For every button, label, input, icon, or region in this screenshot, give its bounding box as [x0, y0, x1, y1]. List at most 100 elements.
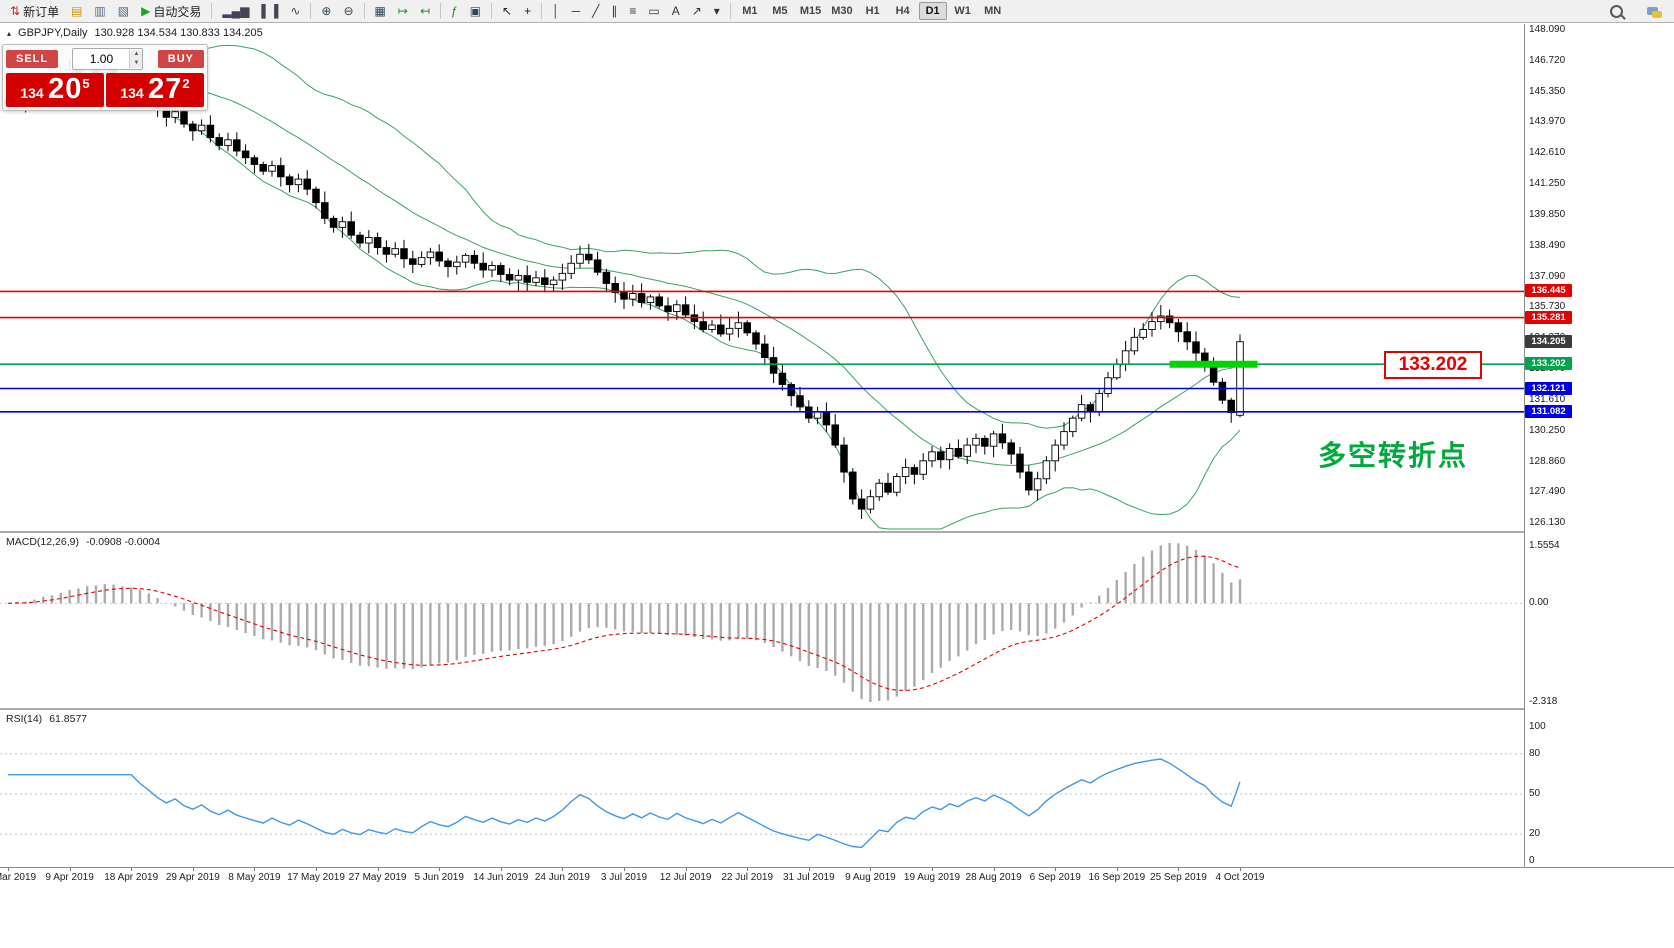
candlestick-chart[interactable] — [0, 24, 1524, 531]
toolbar-separator — [541, 3, 543, 19]
pane-splitter[interactable] — [0, 531, 1674, 533]
volume-box: ▲ ▼ — [72, 48, 144, 70]
volume-up-icon[interactable]: ▲ — [130, 50, 143, 59]
cursor-button[interactable]: ↖ — [497, 1, 517, 22]
channel-icon: ∥ — [611, 4, 618, 18]
zoom-out-button[interactable]: ⊖ — [338, 1, 358, 22]
macd-chart[interactable] — [0, 533, 1524, 708]
crosshair-button[interactable]: + — [519, 1, 536, 22]
indicators-icon: ƒ — [451, 4, 458, 18]
fibonacci-button[interactable]: ≡ — [624, 1, 641, 22]
candlestick-button[interactable]: ▌▐ — [256, 1, 283, 22]
horizontal-line-button[interactable]: ─ — [567, 1, 586, 22]
date-label: 17 May 2019 — [287, 872, 345, 883]
terminal-button[interactable]: ▧ — [113, 1, 134, 22]
search-button[interactable] — [1605, 1, 1628, 22]
volume-input[interactable] — [73, 51, 130, 67]
sell-price-button[interactable]: 134 205 — [6, 73, 104, 107]
arrows-button[interactable]: ↗ — [687, 1, 707, 22]
one-click-trading-panel: SELL ▲ ▼ BUY 134 205 134 272 — [2, 44, 208, 111]
scale-separator — [1524, 24, 1525, 885]
trendline-button[interactable]: ╱ — [587, 1, 604, 22]
date-axis[interactable]: 31 Mar 2019 9 Apr 2019 18 Apr 2019 29 Apr 2… — [0, 867, 1674, 887]
timeframe-m1-button[interactable]: M1 — [742, 5, 758, 17]
timeframe-m15-button[interactable]: M15 — [799, 5, 822, 17]
timeframe-w1-button[interactable]: W1 — [954, 5, 971, 17]
timeframe-m5-button[interactable]: M5 — [772, 5, 788, 17]
date-label: 25 Sep 2019 — [1150, 872, 1207, 883]
macd-name: MACD(12,26,9) — [6, 536, 79, 548]
toolbar-right-icons — [1604, 1, 1664, 22]
chart-shift-button[interactable]: ↤ — [415, 1, 435, 22]
date-label: 19 Aug 2019 — [903, 872, 961, 883]
price-scale-strip[interactable] — [1525, 24, 1674, 867]
cursor-icon: ↖ — [502, 4, 513, 18]
date-tick — [932, 868, 933, 871]
text-button[interactable]: A — [667, 1, 685, 22]
arrows-icon: ↗ — [691, 4, 702, 18]
objects-dropdown-button[interactable]: ▾ — [709, 1, 725, 22]
bar-chart-icon: ▂▄▆ — [222, 4, 250, 18]
sell-button[interactable]: SELL — [6, 50, 59, 68]
date-tick — [870, 868, 872, 871]
auto-trading-button[interactable]: ▶ 自动交易 — [136, 1, 206, 22]
date-tick — [993, 868, 995, 871]
price-level-annotation[interactable]: 133.202 — [1384, 351, 1482, 379]
chart-symbol-title: GBPJPY,Daily — [18, 27, 88, 39]
date-tick — [377, 868, 379, 871]
auto-scroll-button[interactable]: ↦ — [393, 1, 413, 22]
toolbar-separator — [440, 3, 441, 19]
crosshair-icon: + — [524, 4, 532, 18]
timeframe-h4-button[interactable]: H4 — [895, 5, 910, 17]
zoom-in-button[interactable]: ⊕ — [316, 1, 336, 22]
timeframe-mn-button[interactable]: MN — [984, 5, 1002, 17]
date-label: 8 May 2019 — [228, 872, 281, 883]
line-chart-button[interactable]: ∿ — [285, 1, 305, 22]
toolbar-separator — [211, 3, 213, 19]
date-tick — [1116, 868, 1118, 871]
vertical-line-button[interactable]: │ — [547, 1, 565, 22]
chat-button[interactable] — [1642, 1, 1663, 22]
indicators-button[interactable]: ƒ — [446, 1, 463, 22]
timeframe-h1-button[interactable]: H1 — [865, 5, 880, 17]
auto-trading-label: 自动交易 — [153, 4, 202, 19]
chart-caption: ▴ GBPJPY,Daily 130.928 134.534 130.833 1… — [7, 27, 263, 39]
date-tick — [685, 868, 687, 871]
timeframe-m30-button[interactable]: M30 — [831, 5, 853, 17]
date-label: 12 Jul 2019 — [659, 872, 712, 883]
macd-pane[interactable] — [0, 533, 1524, 708]
shapes-button[interactable]: ▭ — [643, 1, 664, 22]
date-tick — [316, 868, 317, 871]
date-label: 27 May 2019 — [348, 872, 407, 883]
tile-windows-button[interactable]: ▦ — [370, 1, 391, 22]
new-order-button[interactable]: ⇅ 新订单 — [5, 1, 64, 22]
profiles-button[interactable]: ▥ — [89, 1, 110, 22]
timeframe-d1-button[interactable]: D1 — [918, 2, 947, 20]
buy-button[interactable]: BUY — [157, 50, 204, 68]
open-chart-button[interactable]: ▤ — [66, 1, 87, 22]
indicator-windows-icon: ▣ — [469, 4, 482, 18]
profiles-icon: ▥ — [94, 4, 106, 18]
date-tick — [69, 868, 71, 871]
chat-icon — [1647, 7, 1662, 18]
search-icon — [1610, 4, 1623, 18]
indicator-windows-button[interactable]: ▣ — [465, 1, 486, 22]
horizontal-line-icon: ─ — [571, 4, 581, 18]
one-click-toggle-icon[interactable]: ▴ — [7, 28, 12, 38]
date-tick — [192, 868, 194, 871]
rsi-pane[interactable] — [0, 710, 1524, 867]
chart-ohlc-values: 130.928 134.534 130.833 134.205 — [94, 27, 263, 39]
rsi-chart[interactable] — [0, 710, 1524, 867]
buy-price-button[interactable]: 134 272 — [106, 73, 204, 107]
toolbar-separator — [491, 3, 493, 19]
pane-splitter[interactable] — [0, 708, 1674, 710]
volume-down-icon[interactable]: ▼ — [130, 59, 143, 68]
bar-chart-button[interactable]: ▂▄▆ — [217, 1, 254, 22]
date-label: 16 Sep 2019 — [1088, 872, 1146, 883]
date-label: 3 Jul 2019 — [600, 872, 648, 883]
turning-point-annotation[interactable]: 多空转折点 — [1318, 440, 1469, 471]
auto-trading-icon: ▶ — [141, 4, 151, 18]
channel-button[interactable]: ∥ — [606, 1, 622, 22]
main-chart-pane[interactable]: ▴ GBPJPY,Daily 130.928 134.534 130.833 1… — [0, 24, 1524, 531]
